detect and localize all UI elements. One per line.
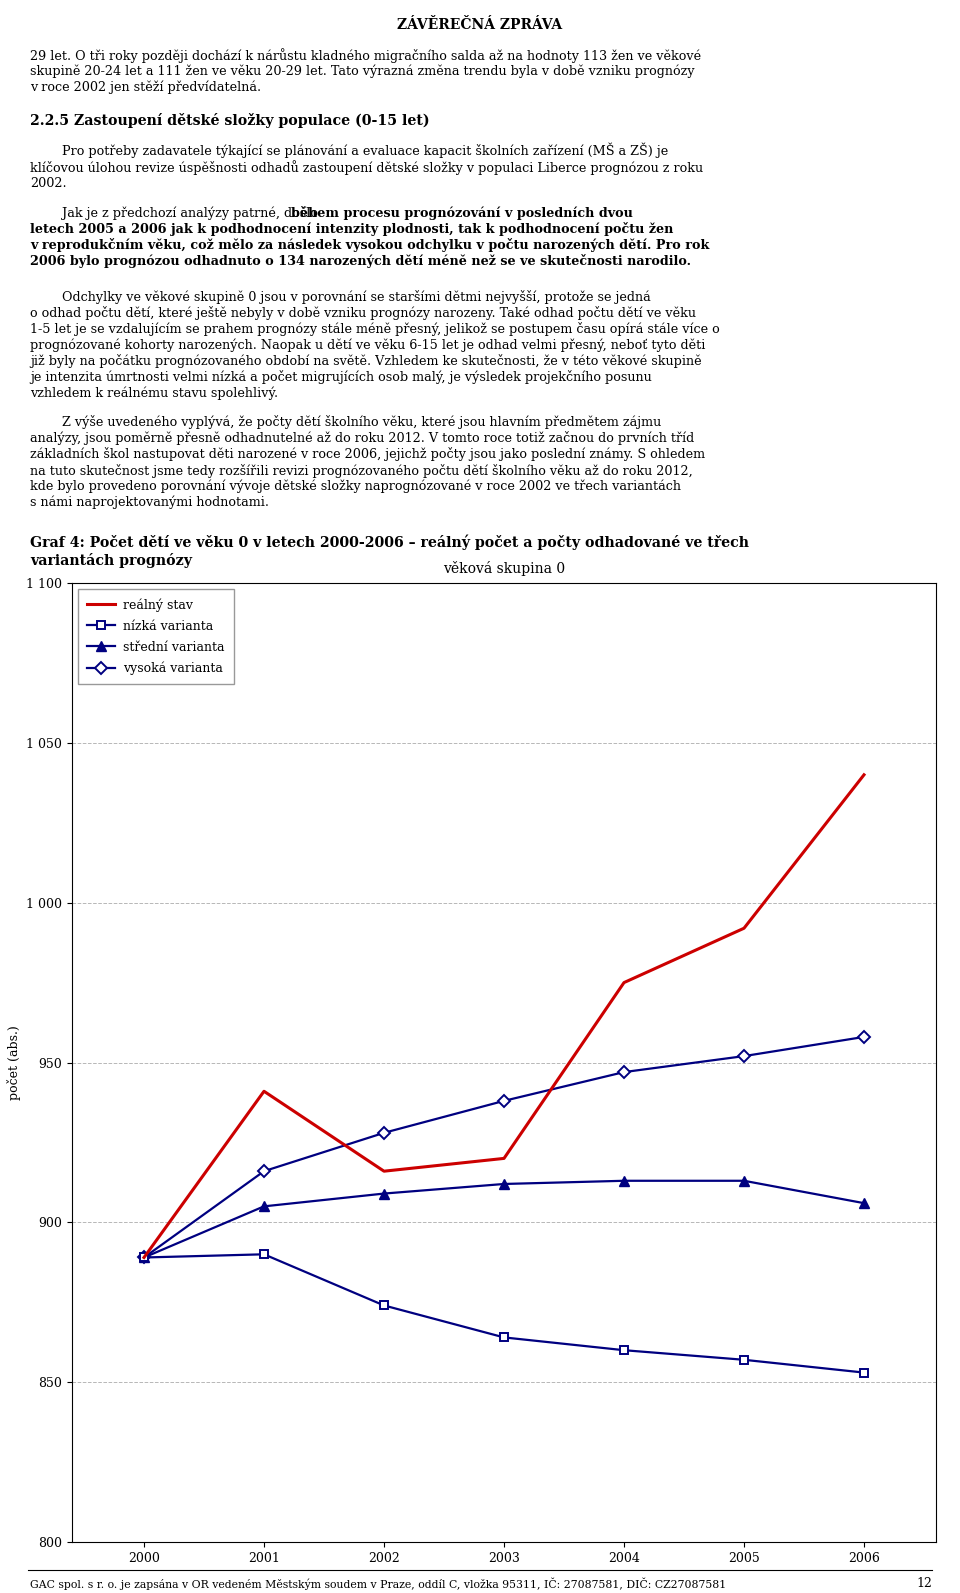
Text: 29 let. O tři roky později dochází k nárůstu kladného migračního salda až na hod: 29 let. O tři roky později dochází k nár… [30,48,701,94]
Text: 12: 12 [916,1577,932,1590]
Text: během procesu prognózování v posledních dvou
letech 2005 a 2006 jak k podhodnoce: během procesu prognózování v posledních … [30,205,709,268]
Text: 2.2.5 Zastoupení dětské složky populace (0-15 let): 2.2.5 Zastoupení dětské složky populace … [30,113,430,127]
Text: ZÁVĚREČNÁ ZPRÁVA: ZÁVĚREČNÁ ZPRÁVA [397,18,563,32]
Text: GAC spol. s r. o. je zapsána v OR vedeném Městským soudem v Praze, oddíl C, vlož: GAC spol. s r. o. je zapsána v OR vedené… [30,1577,727,1590]
Title: věková skupina 0: věková skupina 0 [443,561,565,577]
Y-axis label: počet (abs.): počet (abs.) [7,1026,21,1099]
Text: Z výše uvedeného vyplývá, že počty dětí školního věku, které jsou hlavním předmě: Z výše uvedeného vyplývá, že počty dětí … [30,416,706,508]
Legend: reálný stav, nízká varianta, střední varianta, vysoká varianta: reálný stav, nízká varianta, střední var… [79,589,233,683]
Text: Jak je z předchozí analýzy patrné, došlo: Jak je z předchozí analýzy patrné, došlo [30,205,322,220]
Text: Odchylky ve věkové skupině 0 jsou v porovnání se staršími dětmi nejvyšší, protož: Odchylky ve věkové skupině 0 jsou v poro… [30,290,720,400]
Text: Pro potřeby zadavatele týkající se plánování a evaluace kapacit školních zařízen: Pro potřeby zadavatele týkající se pláno… [30,142,703,190]
Text: Graf 4: Počet dětí ve věku 0 v letech 2000-2006 – reálný počet a počty odhadovan: Graf 4: Počet dětí ve věku 0 v letech 20… [30,535,749,567]
